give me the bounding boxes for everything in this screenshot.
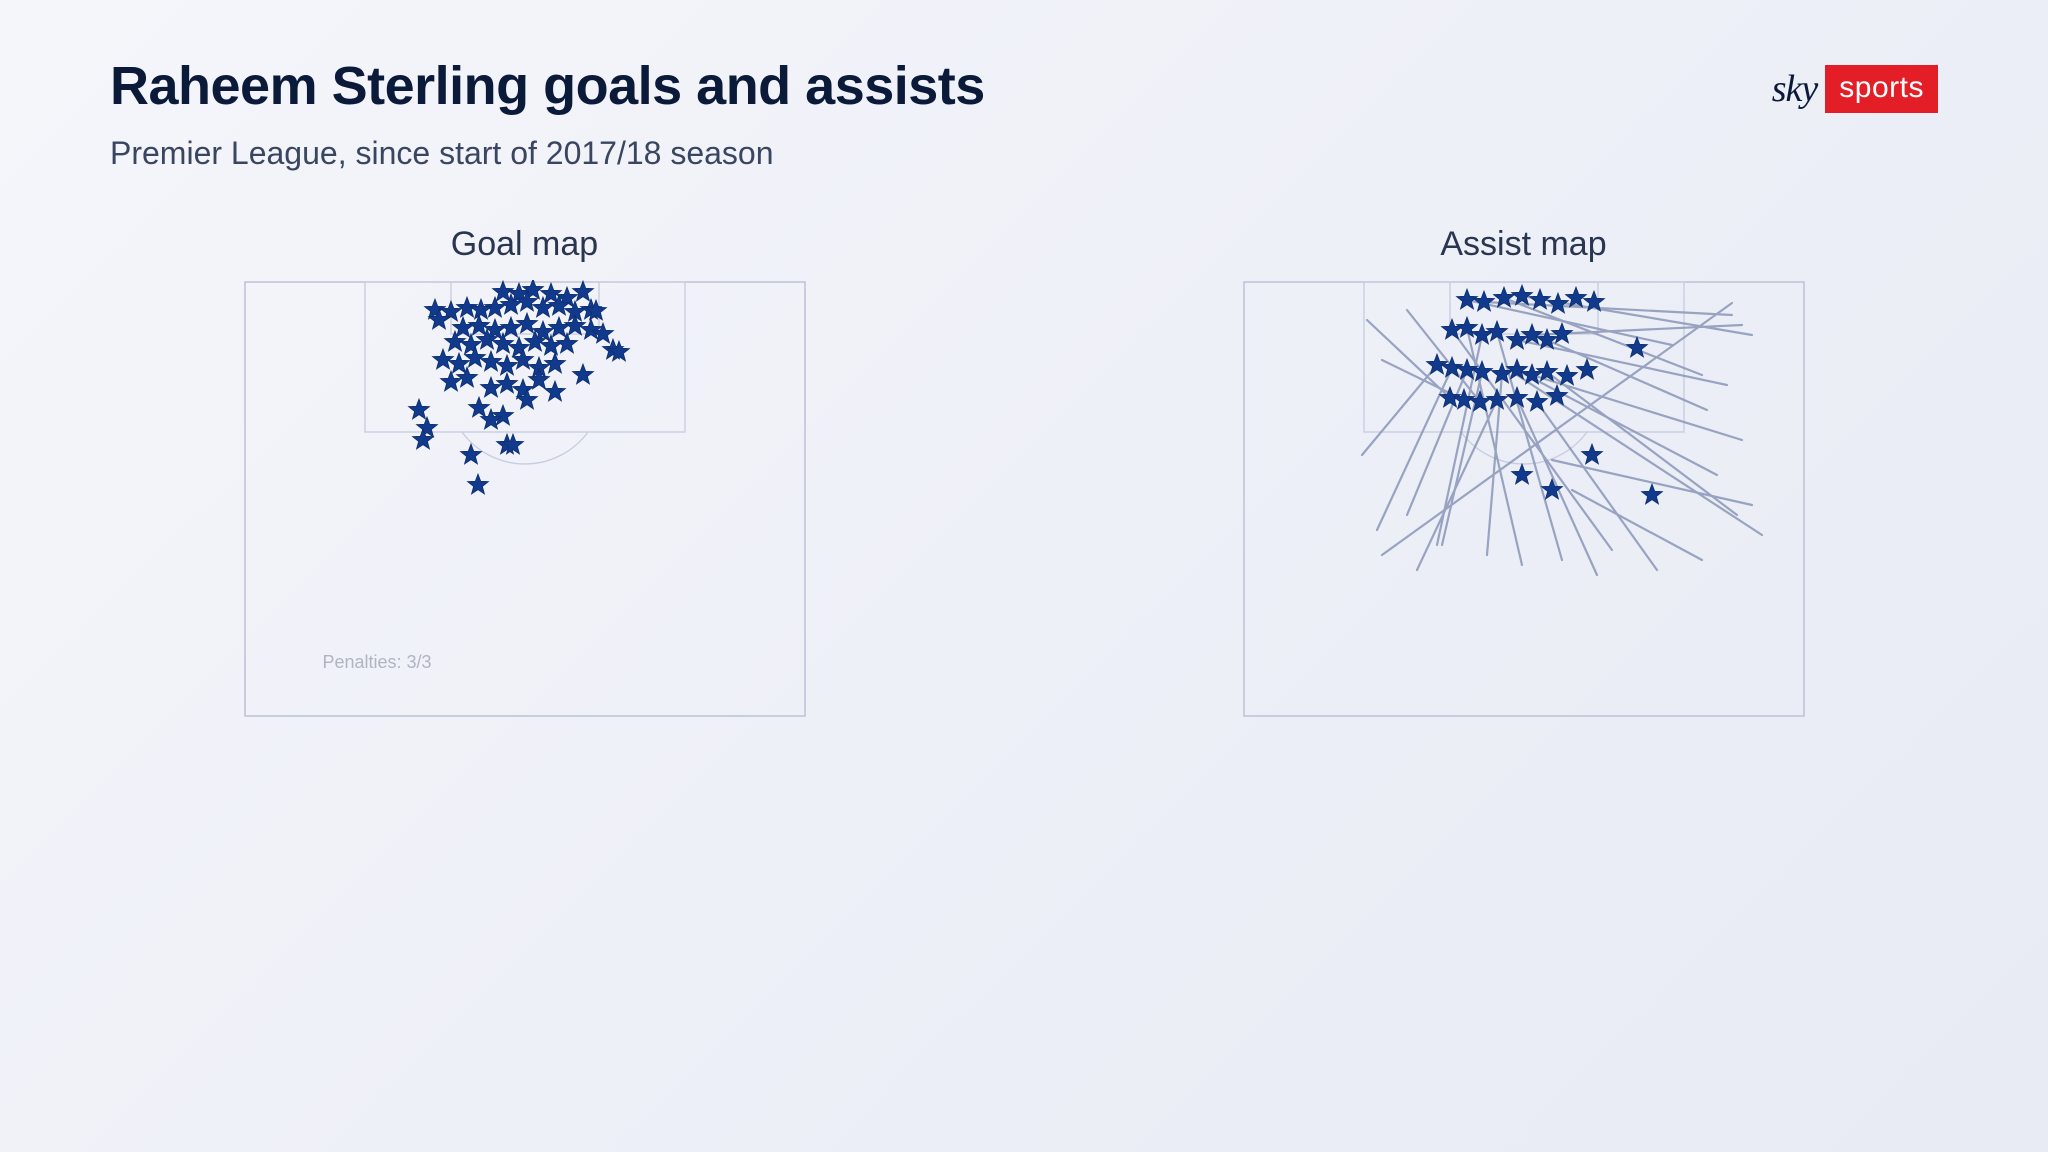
assist-map-chart <box>1242 280 1806 718</box>
goal-map-panel: Goal map Penalties: 3/3 <box>110 225 939 718</box>
sky-sports-logo: sky sports <box>1772 65 1938 113</box>
page-subtitle: Premier League, since start of 2017/18 s… <box>110 135 1938 172</box>
page-title: Raheem Sterling goals and assists <box>110 55 1938 117</box>
logo-sports-text: sports <box>1825 65 1938 113</box>
logo-sky-text: sky <box>1772 67 1818 111</box>
assist-map-panel: Assist map <box>1109 225 1938 718</box>
goal-map-title: Goal map <box>451 225 598 264</box>
penalties-note: Penalties: 3/3 <box>323 652 432 673</box>
assist-map-title: Assist map <box>1440 225 1606 264</box>
